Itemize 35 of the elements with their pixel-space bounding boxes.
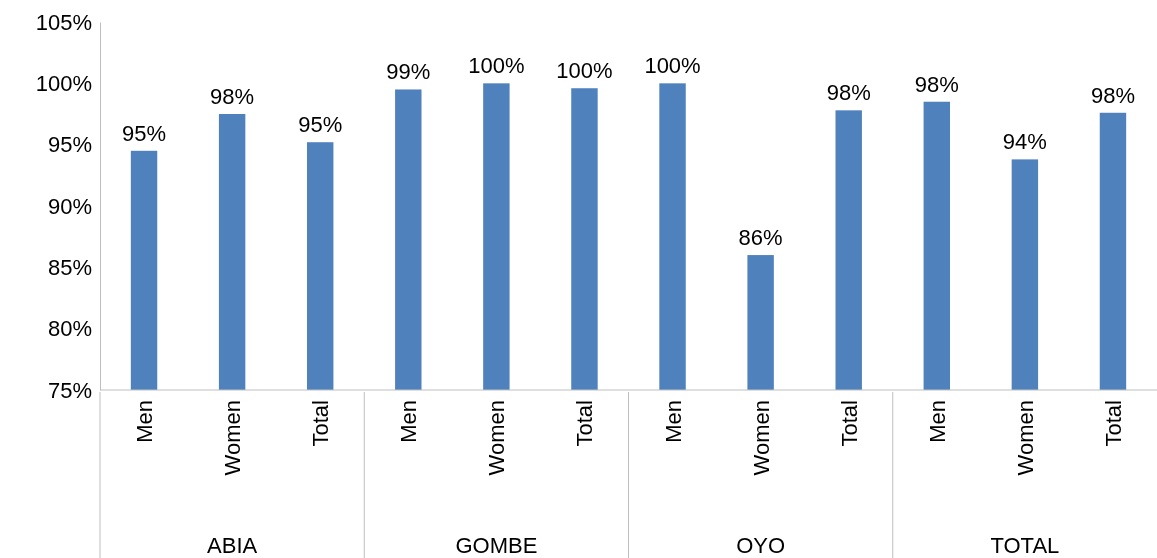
data-label: 98% [914, 71, 959, 97]
data-label: 100% [556, 58, 613, 84]
y-tick-label: 85% [47, 254, 92, 280]
text: OYO [736, 533, 786, 558]
data-label: 95% [298, 112, 343, 138]
y-tick-label: 75% [47, 377, 92, 403]
data-label: 99% [386, 59, 431, 85]
x-tick-label: Men [396, 400, 422, 443]
y-tick-label: 105% [35, 9, 92, 35]
x-tick-label: Total [572, 400, 598, 447]
y-tick-label: 80% [47, 316, 92, 342]
text: TOTAL [990, 533, 1060, 558]
x-tick-label: Men [924, 400, 950, 443]
text: ABIA [207, 533, 258, 558]
data-label: 98% [1090, 82, 1135, 108]
y-tick-label: 100% [35, 70, 92, 96]
x-tick-label: Total [836, 400, 862, 447]
x-tick-label: Women [220, 400, 246, 476]
data-label: 100% [468, 53, 525, 79]
y-tick-label: 95% [47, 132, 92, 158]
x-tick-label: Total [1100, 400, 1126, 447]
data-label: 100% [644, 53, 701, 79]
text: GOMBE [455, 533, 538, 558]
x-tick-label: Women [484, 400, 510, 476]
y-tick-label: 90% [47, 193, 92, 219]
x-tick-label: Men [660, 400, 686, 443]
x-tick-label: Women [1012, 400, 1038, 476]
data-label: 95% [122, 120, 167, 146]
x-tick-label: Total [308, 400, 334, 447]
x-tick-label: Men [132, 400, 158, 443]
data-label: 98% [210, 84, 255, 109]
data-label: 98% [826, 80, 871, 106]
data-label: 86% [738, 225, 783, 251]
x-tick-label: Women [748, 400, 774, 476]
data-label: 94% [1002, 129, 1047, 155]
